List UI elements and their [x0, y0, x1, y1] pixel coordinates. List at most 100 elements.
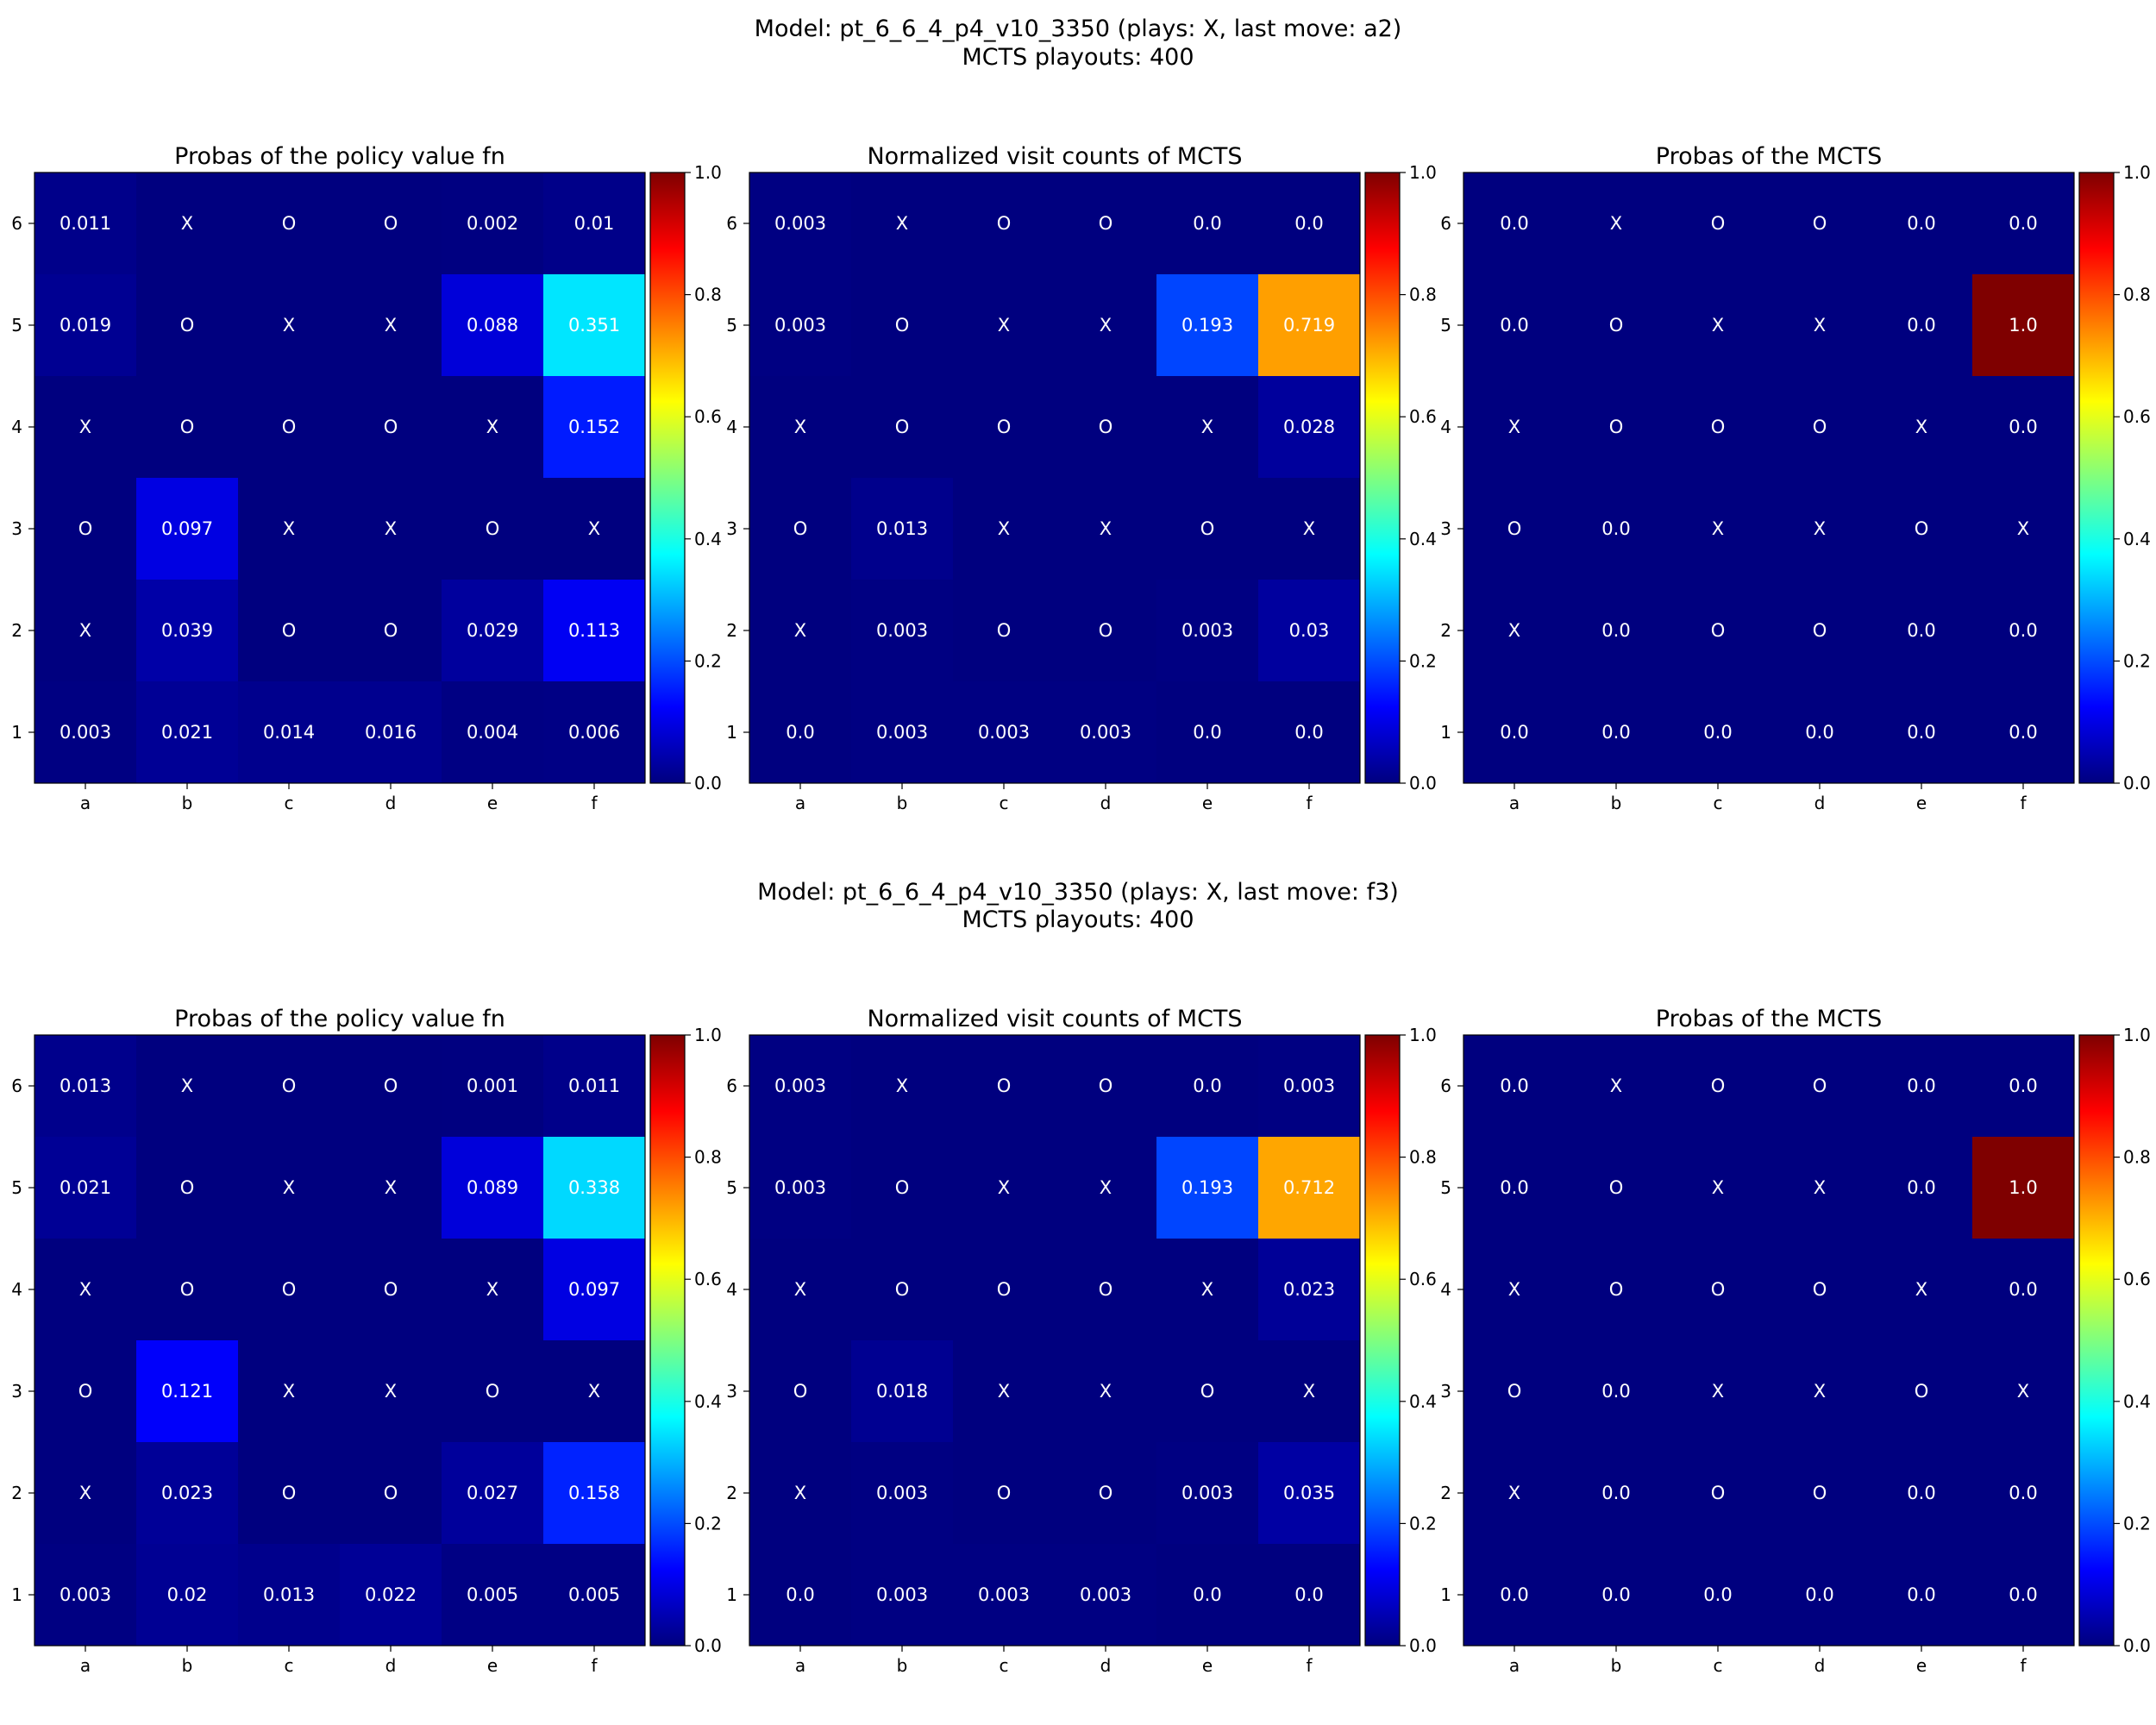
chart-3-cell-label: 0.0 — [1907, 722, 1935, 743]
chart-6-cell — [1667, 1035, 1770, 1138]
chart-5-cell — [953, 1239, 1056, 1341]
chart-3-cell — [1667, 172, 1770, 275]
chart-4-cell — [238, 1340, 341, 1443]
chart-3-cell-label: 0.0 — [1500, 315, 1528, 336]
chart-2-cell — [1156, 274, 1259, 377]
chart-3-x-tick-label: a — [1509, 793, 1520, 813]
chart-1-cell-label: O — [384, 417, 398, 437]
chart-6-cell-label: X — [1814, 1381, 1826, 1402]
chart-6-cell-label: O — [1609, 1279, 1624, 1300]
chart-6-cell-label: 0.0 — [1500, 1584, 1528, 1605]
chart-1-cell-label: 0.019 — [60, 315, 111, 336]
chart-6-colorbar — [2078, 1034, 2115, 1647]
chart-4-cell-label: O — [282, 1076, 297, 1096]
chart-3-cell — [1667, 478, 1770, 580]
chart-1-cell-label: 0.097 — [161, 518, 213, 539]
chart-1-cell — [340, 580, 442, 682]
chart-6-y-tick-label: 4 — [1440, 1279, 1451, 1300]
chart-1-cell-label: 0.002 — [467, 213, 518, 234]
chart-5-cell — [1055, 1137, 1157, 1239]
chart-6-cell — [1769, 1340, 1871, 1443]
chart-5-colorbar-tick-label: 0.2 — [1409, 1513, 1437, 1534]
chart-4-title: Probas of the policy value fn — [174, 1006, 505, 1032]
chart-3-cell — [1769, 681, 1871, 784]
chart-1-cell — [442, 172, 544, 275]
chart-3-cell-label: 0.0 — [1601, 722, 1630, 743]
chart-6-cell — [1565, 1544, 1668, 1647]
chart-4-cell-label: 0.097 — [568, 1279, 620, 1300]
chart-2-x-tick-label: c — [1000, 793, 1009, 813]
chart-3-cell — [1667, 376, 1770, 479]
chart-2-colorbar-tick-label: 1.0 — [1409, 162, 1437, 183]
chart-5-cell — [1156, 1239, 1259, 1341]
chart-3-cell — [1972, 274, 2075, 377]
chart-4-cell-label: 0.021 — [60, 1177, 111, 1198]
chart-6-cell-label: 0.0 — [1907, 1584, 1935, 1605]
chart-6-x-tick-label: e — [1916, 1655, 1927, 1676]
chart-4-cell-label: O — [180, 1279, 195, 1300]
chart-2-cell-label: O — [793, 518, 808, 539]
chart-1-cell-label: 0.016 — [365, 722, 417, 743]
chart-4-cell-label: 0.027 — [467, 1483, 518, 1503]
chart-6-cell — [1565, 1137, 1668, 1239]
chart-3-cell — [1972, 172, 2075, 275]
chart-4-cell — [442, 1239, 544, 1341]
chart-5-cell-label: 0.023 — [1283, 1279, 1335, 1300]
chart-6-cell — [1769, 1239, 1871, 1341]
chart-2-cell-label: O — [997, 620, 1012, 641]
suptitle-row-1-line-2: MCTS playouts: 400 — [962, 44, 1194, 71]
chart-3-x-tick-label: b — [1611, 793, 1622, 813]
chart-5-cell-label: O — [1099, 1076, 1113, 1096]
chart-1-cell — [543, 478, 646, 580]
chart-4-y-tick-label: 1 — [11, 1584, 22, 1605]
chart-5-cell — [749, 1239, 852, 1341]
chart-1-cell-label: X — [486, 417, 498, 437]
chart-3-x-tick-label: c — [1714, 793, 1723, 813]
chart-1-colorbar-tick-label: 0.2 — [694, 650, 722, 671]
chart-5: Normalized visit counts of MCTS 0.003 X O O 0… — [726, 1006, 1437, 1676]
chart-3-colorbar-tick-label: 0.6 — [2123, 406, 2151, 427]
chart-2-x-tick-label: d — [1100, 793, 1112, 813]
chart-1-cell — [238, 580, 341, 682]
chart-1-cell — [340, 681, 442, 784]
chart-3-colorbar-tick-label: 0.4 — [2123, 529, 2151, 549]
chart-2-colorbar-tick-label: 0.4 — [1409, 529, 1437, 549]
chart-2-cell-label: 0.028 — [1283, 417, 1335, 437]
chart-6-cell — [1667, 1544, 1770, 1647]
chart-2-cell — [1156, 681, 1259, 784]
chart-2-cell — [749, 376, 852, 479]
chart-4-cell-label: X — [283, 1177, 295, 1198]
chart-2-colorbar-tick-label: 0.2 — [1409, 650, 1437, 671]
chart-2-cell-label: X — [998, 518, 1010, 539]
chart-4-cell — [34, 1340, 137, 1443]
chart-2: Normalized visit counts of MCTS 0.003 X O O 0… — [726, 143, 1437, 813]
chart-1-cell — [34, 274, 137, 377]
chart-2-cell-label: 0.0 — [1294, 213, 1323, 234]
chart-5-cell-label: X — [1201, 1279, 1213, 1300]
chart-3-cell — [1463, 681, 1566, 784]
chart-5-cell — [1258, 1544, 1361, 1647]
chart-2-x-tick-label: b — [897, 793, 908, 813]
chart-5-cell-label: 0.003 — [1080, 1584, 1131, 1605]
chart-2-cell — [1258, 172, 1361, 275]
chart-3-cell — [1565, 376, 1668, 479]
chart-4-cell-label: 0.005 — [467, 1584, 518, 1605]
chart-2-y-tick-label: 2 — [726, 620, 737, 641]
chart-4-colorbar-tick-label: 0.0 — [694, 1635, 722, 1656]
chart-4-cell-label: 0.013 — [263, 1584, 315, 1605]
chart-2-cell — [953, 681, 1056, 784]
chart-6-cell-label: 1.0 — [2009, 1177, 2037, 1198]
chart-1-cell-label: 0.021 — [161, 722, 213, 743]
chart-2-cell-label: X — [1201, 417, 1213, 437]
chart-2-cell — [1055, 478, 1157, 580]
chart-2-cell-label: O — [895, 417, 910, 437]
chart-5-cell-label: 0.0 — [786, 1584, 814, 1605]
chart-1-cell — [34, 681, 137, 784]
chart-3-cell-label: O — [1711, 417, 1726, 437]
chart-3-colorbar-tick-label: 0.8 — [2123, 285, 2151, 305]
chart-4-cell — [238, 1442, 341, 1545]
chart-4-cell — [238, 1239, 341, 1341]
chart-3-cell-label: 0.0 — [1500, 722, 1528, 743]
chart-1: Probas of the policy value fn0.011 X O O 0.0… — [11, 143, 722, 813]
chart-2-y-tick-label: 3 — [726, 518, 737, 539]
